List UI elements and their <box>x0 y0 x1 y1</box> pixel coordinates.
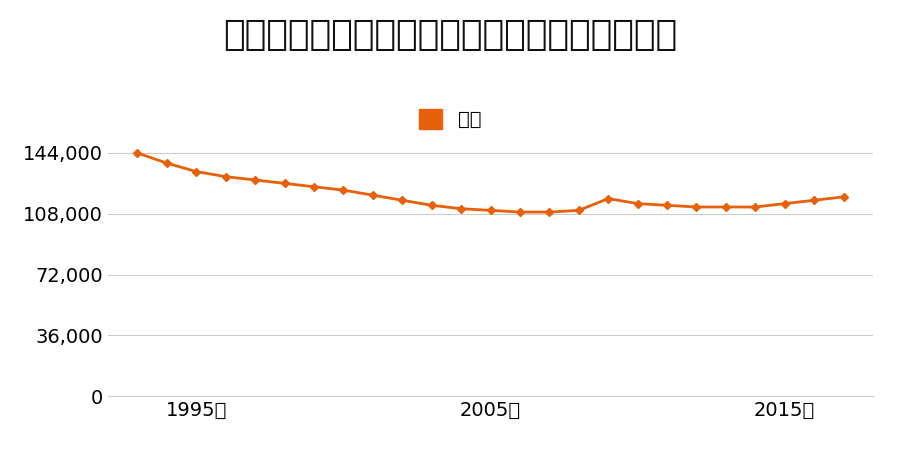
Text: 愛知県岡崎市若松東２丁目１１番８の地価推移: 愛知県岡崎市若松東２丁目１１番８の地価推移 <box>223 18 677 52</box>
価格 <box>779 201 790 206</box>
Legend: 価格: 価格 <box>418 109 482 129</box>
価格 <box>191 169 202 174</box>
価格 <box>721 204 732 210</box>
価格 <box>691 204 702 210</box>
価格 <box>455 206 466 211</box>
価格 <box>544 209 554 215</box>
価格 <box>309 184 320 189</box>
価格 <box>485 208 496 213</box>
価格 <box>397 198 408 203</box>
価格 <box>662 202 672 208</box>
価格 <box>220 174 231 179</box>
価格 <box>573 208 584 213</box>
価格 <box>249 177 260 183</box>
価格 <box>132 150 143 156</box>
価格 <box>427 202 437 208</box>
価格 <box>632 201 643 206</box>
Line: 価格: 価格 <box>135 150 846 215</box>
価格 <box>750 204 760 210</box>
価格 <box>338 187 349 193</box>
価格 <box>279 180 290 186</box>
価格 <box>603 196 614 201</box>
価格 <box>367 193 378 198</box>
価格 <box>161 161 172 166</box>
価格 <box>515 209 526 215</box>
価格 <box>838 194 849 200</box>
価格 <box>809 198 820 203</box>
